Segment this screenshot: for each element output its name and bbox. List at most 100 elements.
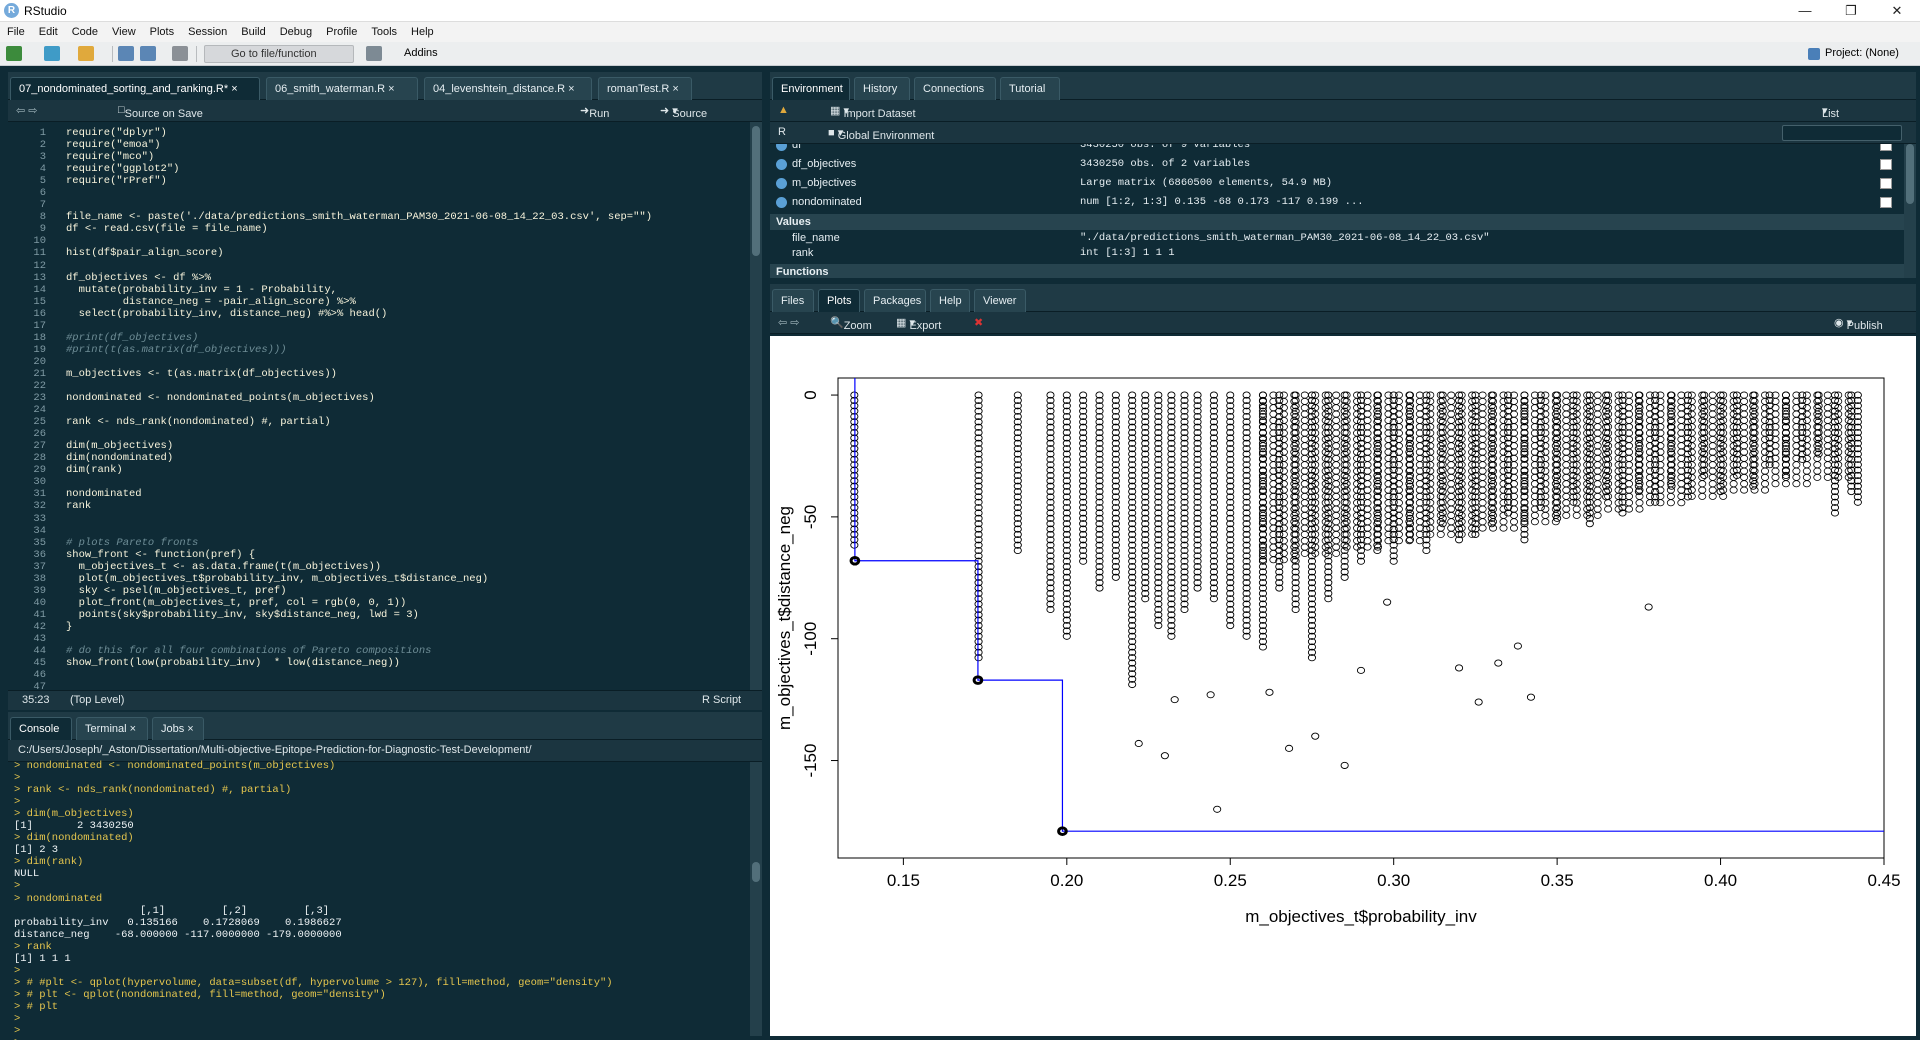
data-point: [1154, 546, 1163, 555]
save-all-icon[interactable]: [140, 46, 156, 61]
menu-plots[interactable]: Plots: [149, 26, 175, 38]
remove-plot-icon[interactable]: ✖: [974, 317, 984, 329]
project-menu[interactable]: Project: (None): [1825, 47, 1899, 59]
menu-file[interactable]: File: [7, 26, 25, 38]
load-workspace-icon[interactable]: ▲: [778, 104, 789, 116]
env-data-row[interactable]: df_objectives 3430250 obs. of 2 variables: [770, 157, 1904, 173]
env-data-row[interactable]: m_objectives Large matrix (6860500 elemen…: [770, 176, 1904, 192]
data-point: [1415, 473, 1424, 481]
import-dataset-button[interactable]: ▦ Import Dataset ▾: [830, 105, 916, 120]
back-forward-icon[interactable]: ⇦ ⇨: [16, 105, 38, 117]
code-text[interactable]: require("dplyr") require("emoa") require("…: [66, 122, 746, 690]
data-point: [1593, 435, 1602, 443]
expand-data-icon[interactable]: [776, 144, 787, 151]
workspace-panes-icon[interactable]: [366, 46, 382, 61]
env-scrollbar[interactable]: [1904, 144, 1916, 278]
data-point: [1307, 600, 1317, 608]
tab-07-nondominated[interactable]: 07_nondominated_sorting_and_ranking.R* ×: [10, 77, 260, 100]
tab-romantest[interactable]: romanTest.R ×: [598, 77, 692, 100]
view-grid-icon[interactable]: [1880, 178, 1892, 189]
tab-history[interactable]: History: [854, 77, 910, 100]
tab-04-levenshtein[interactable]: 04_levenshtein_distance.R ×: [424, 77, 592, 100]
data-point: [1242, 482, 1251, 490]
env-search-input[interactable]: [1782, 125, 1902, 141]
env-data-row[interactable]: df 3430250 obs. of 9 variables: [770, 144, 1904, 154]
view-grid-icon[interactable]: [1880, 159, 1892, 170]
print-icon[interactable]: [172, 46, 188, 61]
data-point: [1802, 429, 1811, 437]
zoom-button[interactable]: 🔍 Zoom: [830, 317, 872, 332]
scope-selector[interactable]: (Top Level): [70, 694, 125, 706]
data-point: [1585, 450, 1594, 458]
editor-scrollbar[interactable]: [750, 122, 762, 690]
tab-viewer[interactable]: Viewer: [974, 289, 1026, 312]
run-button[interactable]: ➜ Run: [580, 105, 610, 120]
console-output[interactable]: > nondominated <- nondominated_points(m_…: [14, 760, 744, 1040]
tab-06-smith-waterman[interactable]: 06_smith_waterman.R ×: [266, 77, 418, 100]
tab-terminal[interactable]: Terminal ×: [76, 717, 148, 740]
line-number: 21: [33, 367, 46, 380]
data-point: [1154, 471, 1163, 480]
new-file-icon[interactable]: [6, 46, 22, 61]
tab-environment[interactable]: Environment: [772, 77, 850, 100]
open-file-icon[interactable]: [78, 46, 94, 61]
data-point: [1279, 435, 1288, 443]
tab-connections[interactable]: Connections: [914, 77, 996, 100]
env-data-row[interactable]: nondominated num [1:2, 1:3] 0.135 -68 0.1…: [770, 195, 1904, 211]
menu-build[interactable]: Build: [241, 26, 266, 38]
export-button[interactable]: ▦ Export ▾: [896, 317, 942, 332]
tab-tutorial[interactable]: Tutorial: [1000, 77, 1060, 100]
go-to-file-input[interactable]: Go to file/function: [204, 45, 354, 63]
env-value-row[interactable]: rank int [1:3] 1 1 1: [770, 247, 1904, 262]
env-value-row[interactable]: file_name "./data/predictions_smith_water…: [770, 232, 1904, 247]
tab-packages[interactable]: Packages: [864, 289, 926, 312]
close-icon[interactable]: ✕: [1891, 3, 1903, 18]
tab-console[interactable]: Console: [10, 717, 72, 740]
menu-profile[interactable]: Profile: [326, 26, 358, 38]
view-grid-icon[interactable]: [1880, 197, 1892, 208]
view-mode-list[interactable]: List ▾: [1822, 105, 1840, 120]
plot-back-forward-icon[interactable]: ⇦ ⇨: [778, 317, 800, 329]
new-project-icon[interactable]: [44, 46, 60, 61]
data-point: [1167, 546, 1176, 555]
menu-help[interactable]: Help: [411, 26, 434, 38]
data-point: [1300, 442, 1309, 450]
menu-edit[interactable]: Edit: [38, 26, 58, 38]
tab-files[interactable]: Files: [772, 289, 814, 312]
data-point: [1823, 423, 1832, 431]
save-icon[interactable]: [118, 46, 134, 61]
tab-plots[interactable]: Plots: [818, 289, 860, 312]
data-point: [1761, 429, 1770, 437]
source-on-save-checkbox[interactable]: □ Source on Save: [118, 104, 203, 120]
source-button[interactable]: ➜ Source ▾: [660, 105, 708, 120]
expand-data-icon[interactable]: [776, 197, 787, 208]
data-point: [1834, 473, 1843, 481]
addins-menu[interactable]: Addins: [404, 47, 438, 59]
expand-data-icon[interactable]: [776, 159, 787, 170]
data-point: [1813, 461, 1822, 469]
env-scope-selector[interactable]: ■ Global Environment ▾: [828, 127, 935, 142]
data-point: [1761, 391, 1770, 399]
view-grid-icon[interactable]: [1880, 144, 1892, 151]
minimize-icon[interactable]: —: [1798, 3, 1812, 18]
menu-session[interactable]: Session: [188, 26, 228, 38]
expand-data-icon[interactable]: [776, 178, 787, 189]
data-point: [1504, 391, 1513, 399]
menu-view[interactable]: View: [112, 26, 136, 38]
code-editor[interactable]: 1 2 3 4 5 6 7 8 9 10 11 12 13 14 15 16 17 18 19 20 21 22 23 24 2…: [8, 122, 762, 690]
data-point: [1062, 525, 1071, 533]
data-point: [1095, 568, 1104, 576]
data-point: [1562, 423, 1571, 431]
tab-help[interactable]: Help: [930, 289, 970, 312]
file-type[interactable]: R Script: [702, 694, 742, 706]
menu-tools[interactable]: Tools: [371, 26, 398, 38]
console-scrollbar[interactable]: [750, 762, 762, 1036]
menu-debug[interactable]: Debug: [279, 26, 313, 38]
tab-jobs[interactable]: Jobs ×: [152, 717, 204, 740]
language-selector[interactable]: R: [778, 126, 786, 138]
maximize-icon[interactable]: ❐: [1845, 3, 1857, 18]
menu-code[interactable]: Code: [71, 26, 98, 38]
data-point: [1324, 439, 1333, 447]
publish-button[interactable]: ◉ Publish ▾: [1834, 317, 1883, 332]
data-point: [1438, 434, 1447, 442]
